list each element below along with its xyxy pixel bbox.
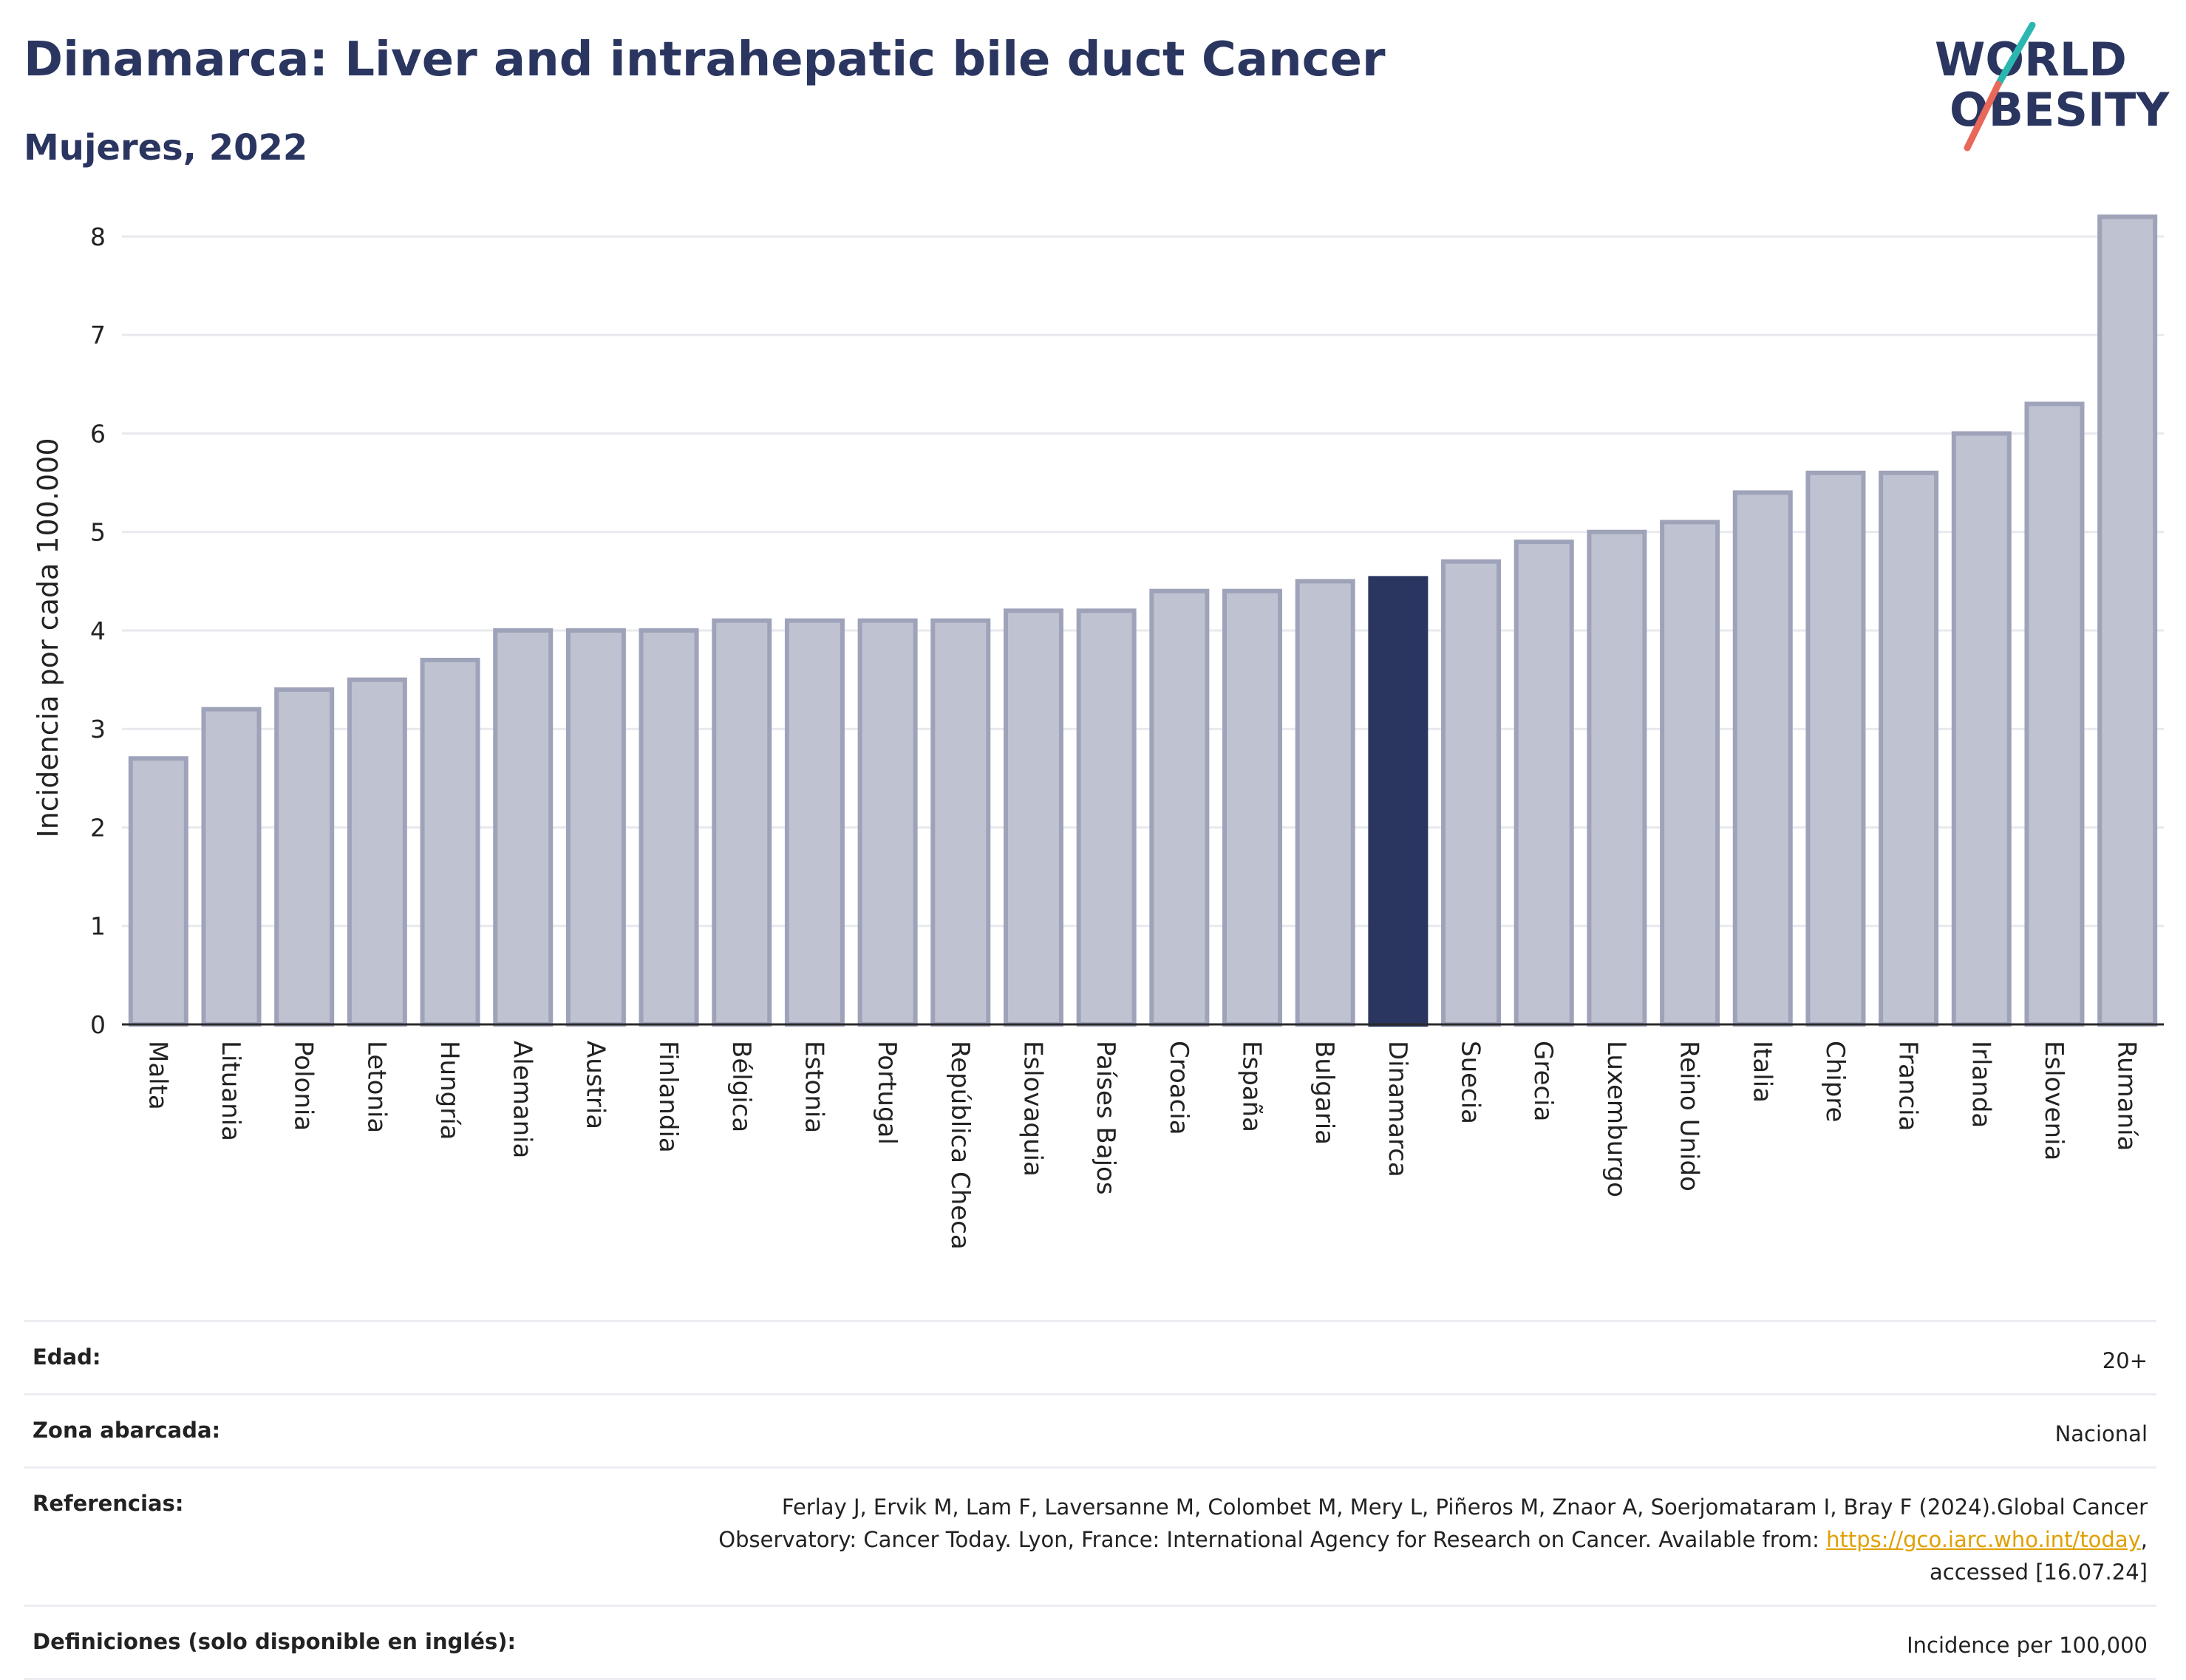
reference-link[interactable]: https://gco.iarc.who.int/today <box>1826 1527 2141 1552</box>
bar-reino-unido <box>1660 520 1720 1027</box>
bar-rumanía <box>2097 214 2158 1027</box>
x-category-label: Suecia <box>1456 1041 1485 1124</box>
labels: 0 1 2 3 4 5 6 7 8 Malta Lituania Polonia Letonia Hung… <box>32 222 2142 1250</box>
x-category-label: Dinamarca <box>1383 1041 1412 1177</box>
bar-croacia <box>1149 588 1210 1027</box>
x-category-label: Francia <box>1893 1041 1923 1131</box>
bar-suecia <box>1441 559 1502 1027</box>
meta-row-zone: Zona abarcada: Nacional <box>24 1393 2156 1466</box>
x-category-label: Reino Unido <box>1675 1041 1704 1191</box>
bar-letonia <box>347 677 407 1027</box>
x-category-label: Hungría <box>435 1041 464 1140</box>
bar-república-checa <box>930 618 991 1027</box>
meta-age-value: 20+ <box>2102 1348 2148 1373</box>
x-category-label: Bélgica <box>726 1041 756 1132</box>
bar-alemania <box>493 628 554 1027</box>
x-category-label: Países Bajos <box>1091 1041 1120 1195</box>
y-tick-label: 2 <box>90 813 106 842</box>
bar-italia <box>1732 490 1793 1027</box>
x-category-label: Grecia <box>1528 1041 1558 1121</box>
bar-francia <box>1879 470 1939 1027</box>
x-category-label: Eslovaquia <box>1018 1041 1047 1177</box>
y-tick-label: 0 <box>90 1010 106 1039</box>
x-category-label: Alemania <box>508 1041 537 1158</box>
meta-definitions-value: Incidence per 100,000 <box>1907 1633 2148 1658</box>
bar-hungría <box>420 657 480 1027</box>
y-tick-label: 1 <box>90 912 106 941</box>
bar-eslovaquia <box>1003 608 1063 1027</box>
bar-polonia <box>274 687 335 1027</box>
x-category-label: Rumanía <box>2112 1041 2142 1151</box>
reference-text-4: accessed [16.07.24] <box>1930 1560 2148 1585</box>
bar-portugal <box>857 618 918 1027</box>
bars <box>128 214 2158 1027</box>
x-category-label: Polonia <box>289 1041 319 1131</box>
bar-dinamarca <box>1368 576 1429 1027</box>
bar-bulgaria <box>1295 579 1355 1027</box>
meta-row-definitions: Definiciones (solo disponible en inglés)… <box>24 1605 2156 1680</box>
x-category-label: España <box>1237 1041 1267 1132</box>
meta-row-references: Referencias: Ferlay J, Ervik M, Lam F, L… <box>24 1466 2156 1605</box>
y-tick-label: 4 <box>90 616 106 645</box>
x-category-label: Irlanda <box>1966 1041 1995 1128</box>
page-subtitle: Mujeres, 2022 <box>24 127 308 169</box>
x-category-label: Estonia <box>799 1041 828 1133</box>
world-obesity-logo: WORLD OBESITY <box>1935 22 2170 152</box>
meta-age-label: Edad: <box>33 1344 101 1370</box>
y-tick-label: 6 <box>90 419 106 448</box>
meta-zone-label: Zona abarcada: <box>33 1418 221 1443</box>
y-tick-label: 7 <box>90 321 106 350</box>
x-category-label: Croacia <box>1164 1041 1194 1135</box>
reference-text-3: , <box>2140 1527 2148 1552</box>
reference-text-2: Observatory: Cancer Today. Lyon, France:… <box>718 1527 1827 1552</box>
x-category-label: República Checa <box>945 1041 975 1250</box>
bar-estonia <box>784 618 845 1027</box>
bar-malta <box>128 756 188 1027</box>
meta-references-label: Referencias: <box>33 1491 184 1516</box>
y-tick-label: 3 <box>90 715 106 744</box>
x-category-label: Bulgaria <box>1310 1041 1339 1145</box>
logo-line-1: WORLD <box>1935 33 2127 86</box>
x-category-label: Lituania <box>216 1041 245 1141</box>
bar-irlanda <box>1951 431 2012 1027</box>
logo-slash-red-icon <box>1964 81 2002 152</box>
bar-grecia <box>1513 540 1574 1027</box>
bar-países-bajos <box>1076 608 1137 1027</box>
meta-definitions-label: Definiciones (solo disponible en inglés)… <box>33 1629 517 1654</box>
x-category-label: Chipre <box>1820 1041 1850 1122</box>
y-tick-label: 8 <box>90 222 106 251</box>
x-category-label: Italia <box>1747 1041 1777 1103</box>
page-title: Dinamarca: Liver and intrahepatic bile d… <box>24 33 1386 87</box>
x-category-label: Malta <box>143 1041 172 1110</box>
bar-españa <box>1222 588 1283 1027</box>
logo-slash-teal-icon <box>1995 22 2036 88</box>
bar-eslovenia <box>2024 401 2085 1027</box>
x-category-label: Eslovenia <box>2039 1041 2068 1160</box>
meta-zone-value: Nacional <box>2054 1421 2148 1446</box>
bar-austria <box>565 628 626 1027</box>
bar-chipre <box>1805 470 1866 1027</box>
metadata-table: Edad: 20+ Zona abarcada: Nacional Refere… <box>24 1320 2156 1680</box>
x-category-label: Luxemburgo <box>1601 1041 1631 1197</box>
bar-finlandia <box>639 628 699 1027</box>
x-category-label: Finlandia <box>653 1041 683 1153</box>
bar-chart: 0 1 2 3 4 5 6 7 8 Malta Lituania Polonia Letonia Hung… <box>32 214 2164 1250</box>
x-category-label: Austria <box>580 1041 610 1129</box>
meta-references-value: Ferlay J, Ervik M, Lam F, Laversanne M, … <box>213 1491 2148 1588</box>
bar-luxemburgo <box>1587 529 1647 1027</box>
x-category-label: Letonia <box>361 1041 391 1133</box>
y-axis-title: Incidencia por cada 100.000 <box>32 438 64 837</box>
bar-lituania <box>201 707 262 1027</box>
meta-row-age: Edad: 20+ <box>24 1320 2156 1393</box>
bar-bélgica <box>712 618 772 1027</box>
y-tick-label: 5 <box>90 518 106 547</box>
x-category-label: Portugal <box>872 1041 902 1145</box>
reference-text-1: Ferlay J, Ervik M, Lam F, Laversanne M, … <box>781 1494 2148 1520</box>
